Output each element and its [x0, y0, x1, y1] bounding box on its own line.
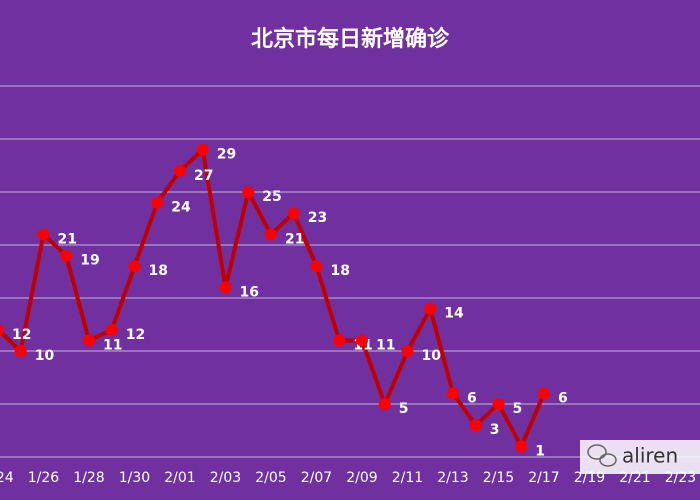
data-label: 19 — [80, 253, 99, 269]
watermark-text: aliren — [622, 444, 678, 468]
data-point — [469, 419, 482, 432]
data-point — [492, 398, 505, 410]
data-label: 23 — [308, 210, 327, 226]
x-tick-label: 1/28 — [73, 470, 104, 486]
wechat-icon — [587, 444, 607, 460]
x-tick-label: 2/11 — [392, 470, 423, 486]
data-label: 10 — [422, 348, 442, 364]
data-point — [378, 398, 391, 410]
data-point — [401, 345, 414, 357]
data-label: 5 — [513, 401, 523, 417]
data-point — [538, 387, 550, 400]
x-tick-label: 2/13 — [437, 470, 468, 486]
data-point — [128, 260, 141, 273]
data-label: 6 — [558, 390, 568, 406]
data-point — [196, 143, 209, 156]
data-label: 24 — [171, 200, 191, 216]
data-label: 6 — [467, 390, 477, 406]
data-point — [287, 207, 300, 220]
data-label: 10 — [35, 348, 55, 364]
data-point — [515, 440, 528, 453]
data-point — [174, 164, 186, 177]
data-label: 3 — [490, 422, 500, 438]
data-label: 29 — [217, 147, 236, 163]
x-tick-label: 2/17 — [528, 470, 559, 486]
data-label: 18 — [331, 263, 350, 279]
data-label: 25 — [262, 189, 281, 205]
chart-title: 北京市每日新增确诊 — [251, 26, 450, 52]
data-label: 18 — [149, 263, 168, 279]
data-label: 27 — [194, 168, 213, 184]
data-label: 11 — [103, 337, 122, 353]
x-tick-label: 1/24 — [0, 470, 14, 486]
data-label: 21 — [58, 231, 77, 247]
data-point — [310, 260, 323, 273]
data-label: 12 — [126, 327, 145, 343]
data-point — [265, 228, 277, 241]
data-label: 16 — [240, 284, 259, 300]
x-tick-label: 2/15 — [483, 470, 514, 486]
x-tick-label: 2/01 — [164, 470, 195, 486]
data-point — [37, 228, 50, 241]
data-label: 21 — [285, 231, 304, 247]
x-tick-label: 2/09 — [346, 470, 377, 486]
data-point — [333, 334, 346, 347]
data-label: 1 — [535, 443, 545, 459]
wechat-icon — [599, 453, 617, 467]
watermark: aliren — [580, 440, 700, 474]
data-point — [151, 196, 164, 209]
data-label: 14 — [444, 306, 464, 322]
x-tick-label: 1/26 — [28, 470, 60, 486]
data-point — [0, 324, 4, 336]
data-label: 12 — [12, 327, 31, 343]
x-tick-label: 1/30 — [119, 470, 150, 486]
data-point — [424, 302, 437, 315]
data-point — [105, 323, 118, 336]
data-point — [14, 345, 27, 357]
data-point — [219, 281, 232, 294]
data-label: 5 — [399, 401, 409, 417]
x-tick-label: 2/03 — [210, 470, 241, 486]
data-point — [242, 186, 255, 198]
x-tick-label: 2/05 — [255, 470, 286, 486]
data-point — [83, 334, 95, 347]
data-point — [447, 387, 459, 400]
x-tick-label: 2/07 — [301, 470, 332, 486]
data-label: 11 — [376, 337, 395, 353]
data-point — [356, 334, 368, 347]
data-point — [60, 249, 73, 262]
